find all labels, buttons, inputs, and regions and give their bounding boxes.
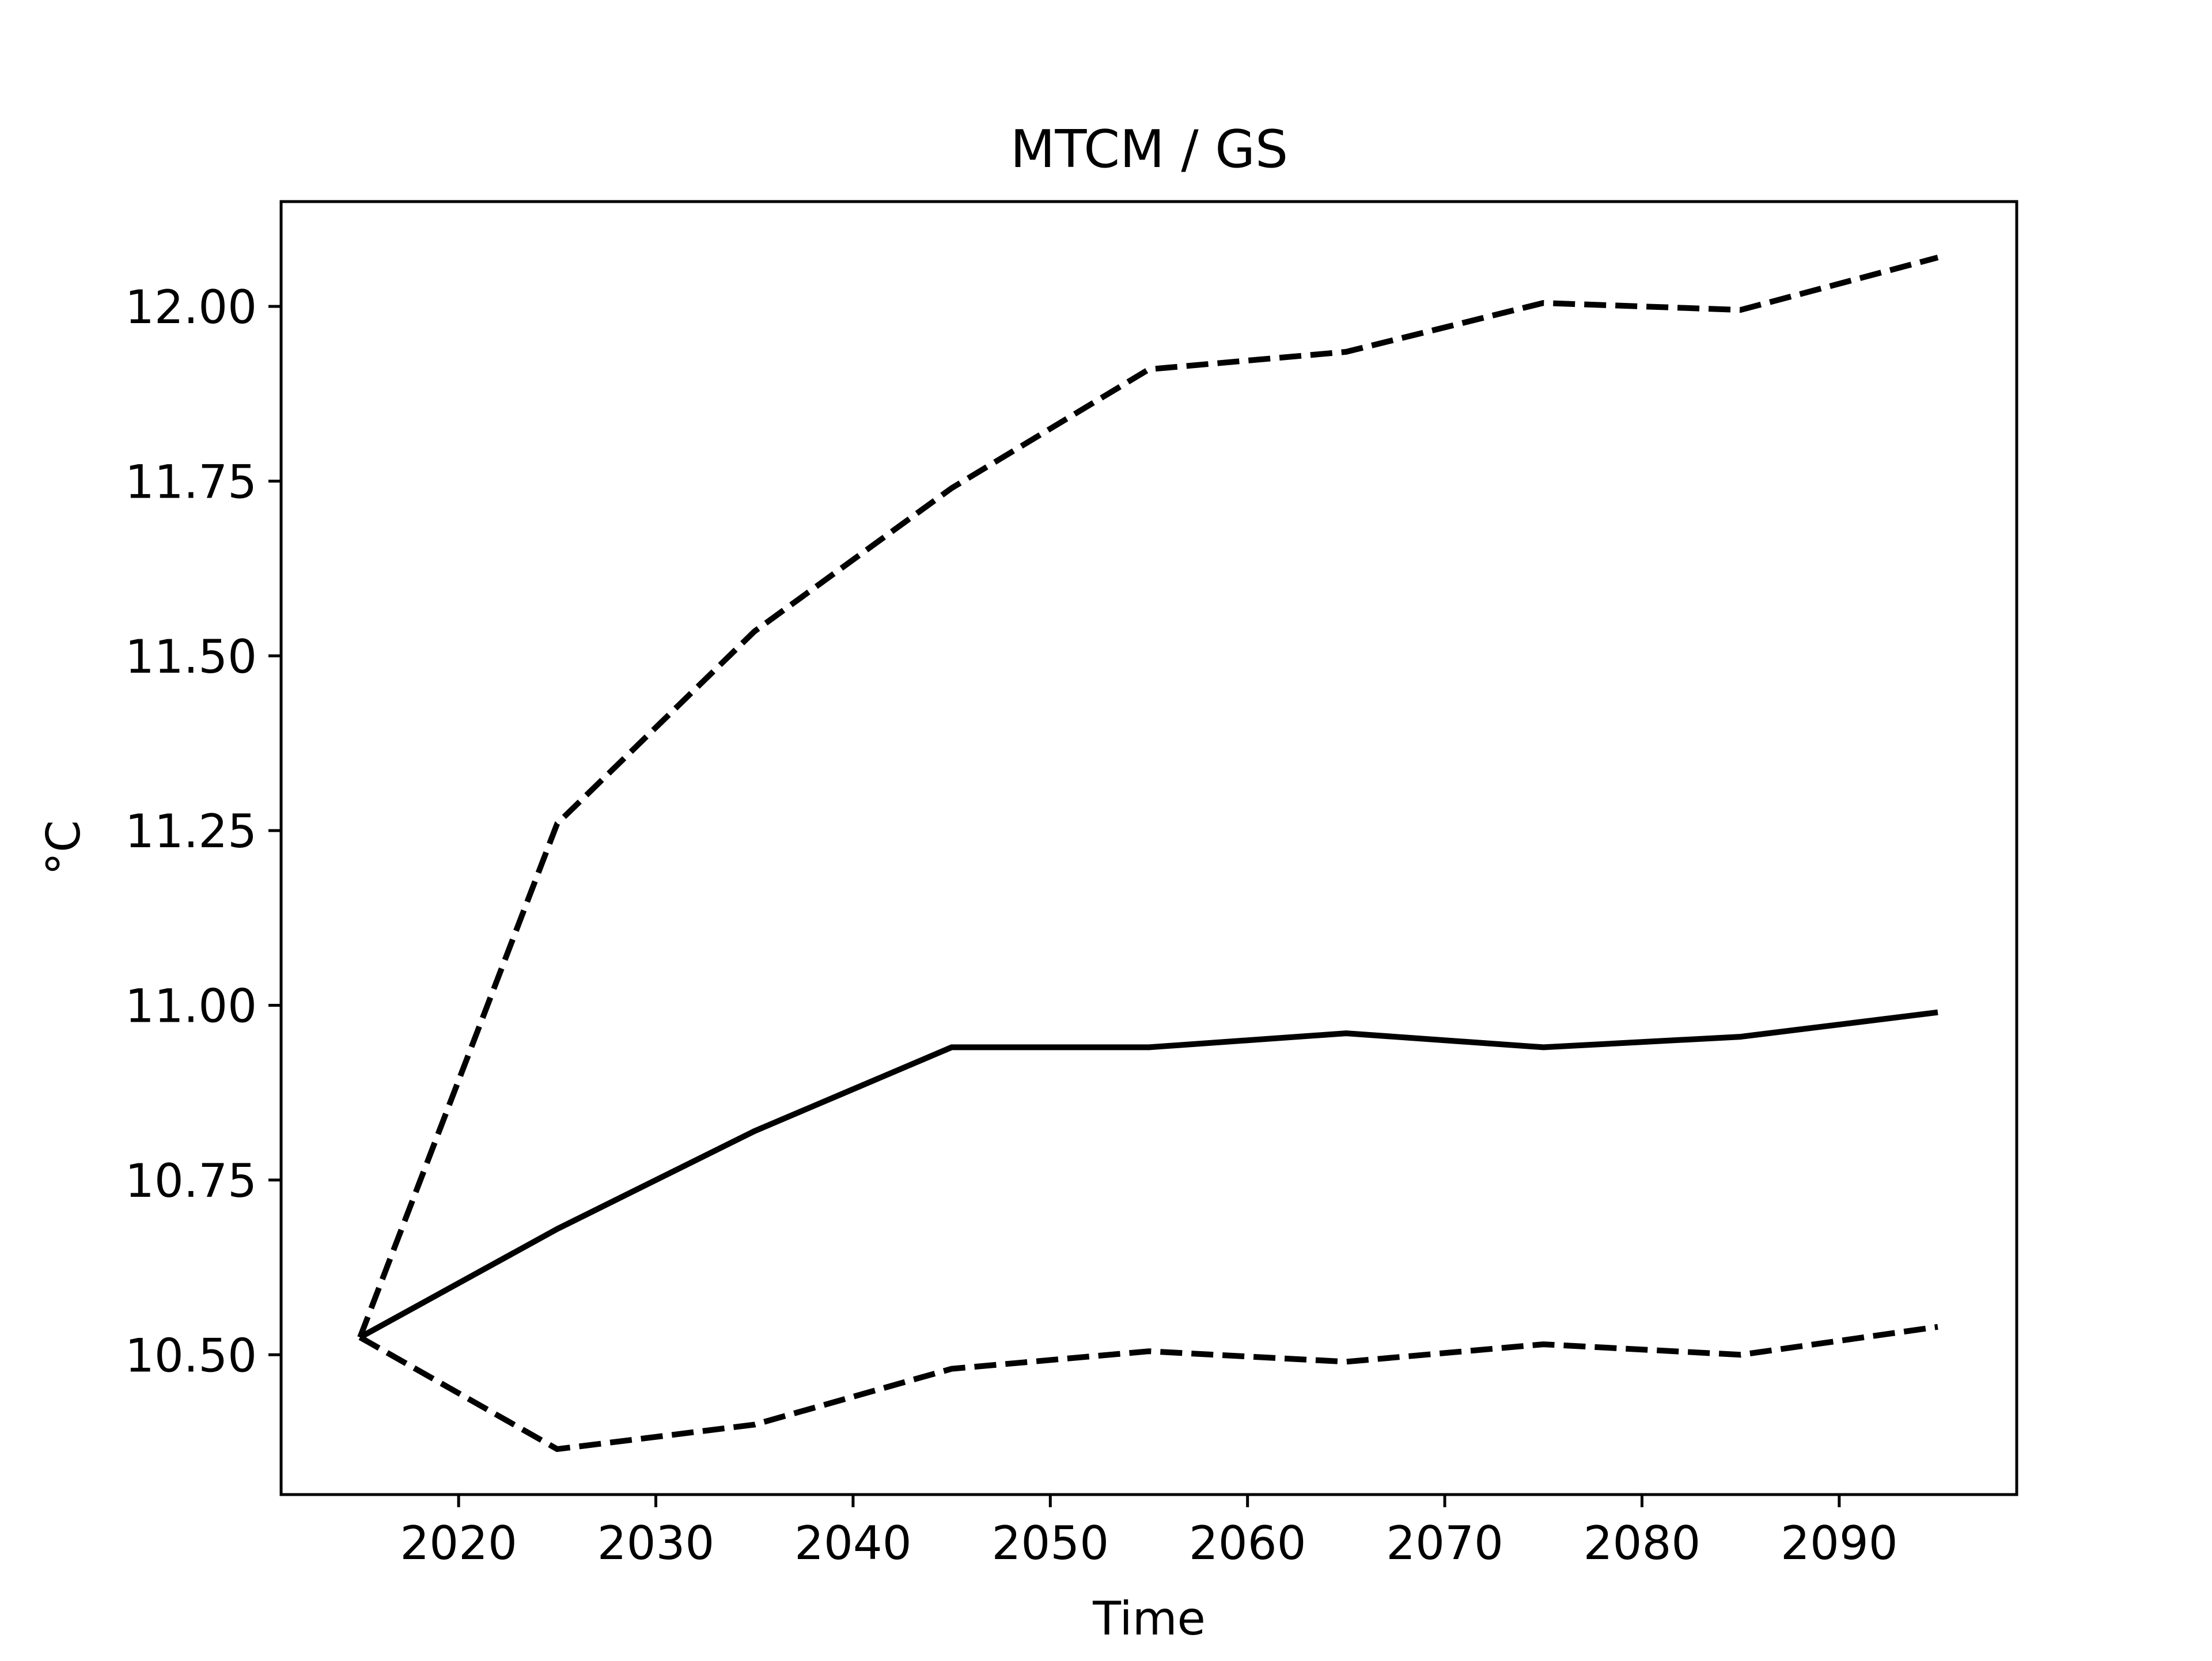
x-tick-label: 2060 bbox=[1189, 1516, 1306, 1570]
y-axis-ticks: 10.50 10.75 11.00 11.25 11.50 11.75 12.00 bbox=[125, 280, 281, 1382]
upper-dashed-line bbox=[357, 255, 1939, 1338]
y-tick-label: 11.75 bbox=[125, 455, 257, 509]
y-tick-label: 11.00 bbox=[125, 980, 257, 1033]
x-axis-label: Time bbox=[1092, 1592, 1206, 1645]
chart-title: MTCM / GS bbox=[1010, 119, 1288, 180]
x-tick-label: 2050 bbox=[992, 1516, 1109, 1570]
y-tick-label: 10.50 bbox=[125, 1329, 257, 1382]
x-tick-label: 2080 bbox=[1584, 1516, 1701, 1570]
y-tick-label: 12.00 bbox=[125, 280, 257, 334]
x-tick-label: 2090 bbox=[1781, 1516, 1898, 1570]
y-axis-label: °C bbox=[37, 820, 90, 875]
y-tick-label: 11.50 bbox=[125, 630, 257, 684]
series-layer bbox=[357, 255, 1939, 1453]
x-tick-label: 2070 bbox=[1386, 1516, 1503, 1570]
median-solid-line bbox=[358, 1009, 1938, 1340]
lower-dashed-line bbox=[358, 1324, 1938, 1453]
y-tick-label: 11.25 bbox=[125, 805, 257, 858]
x-tick-label: 2030 bbox=[597, 1516, 715, 1570]
x-tick-label: 2020 bbox=[400, 1516, 517, 1570]
plot-frame bbox=[279, 200, 2018, 1496]
x-axis-ticks: 2020 2030 2040 2050 2060 2070 2080 2090 bbox=[400, 1495, 1898, 1570]
x-tick-label: 2040 bbox=[794, 1516, 912, 1570]
y-tick-label: 10.75 bbox=[125, 1154, 257, 1208]
